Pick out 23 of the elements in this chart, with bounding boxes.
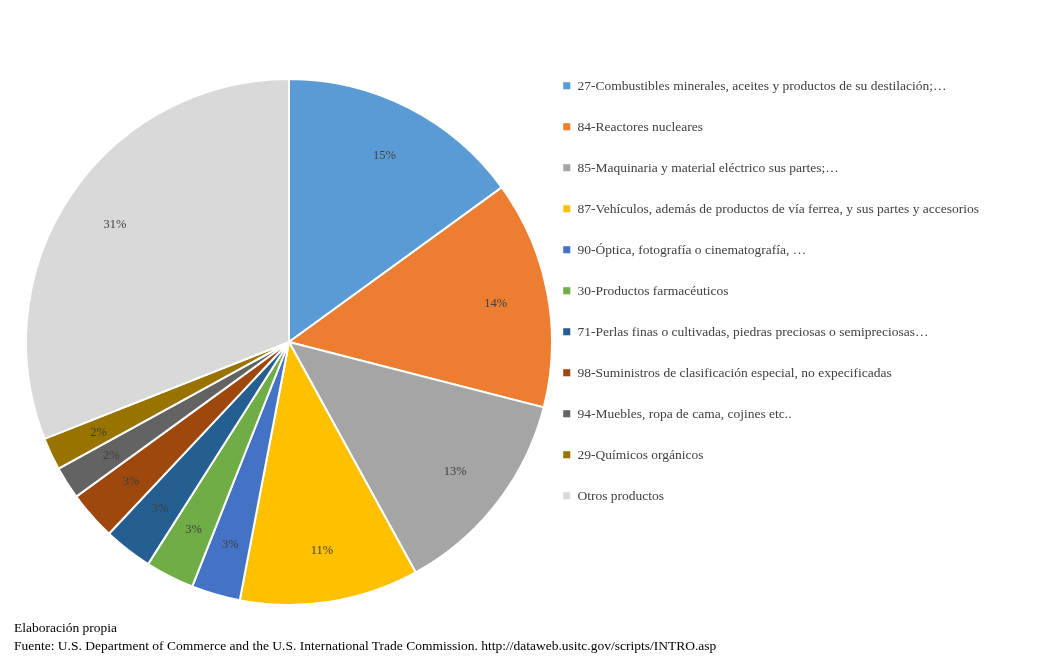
legend-label: 29-Químicos orgánicos: [577, 446, 704, 462]
legend-label: 84-Reactores nucleares: [577, 118, 704, 134]
legend-label: 98-Suministros de clasificación especial, no expecificadas: [577, 364, 892, 380]
data-label: 15%: [373, 147, 396, 162]
legend-label: 30-Productos farmacéuticos: [577, 282, 729, 298]
legend-label: Otros productos: [577, 487, 665, 503]
data-label: 2%: [90, 424, 107, 439]
legend-label: 90-Óptica, fotografía o cinematografía, …: [577, 241, 807, 257]
data-label: 3%: [185, 522, 202, 537]
source-note: Fuente: U.S. Department of Commerce and the U.S. International Trade Commission. http://dataweb.usitc.gov/scripts/INTRO.asp: [14, 638, 717, 653]
data-label: 3%: [122, 474, 140, 489]
legend-label: 27-Combustibles minerales, aceites y productos de su destilación;…: [577, 77, 947, 93]
data-label: 14%: [484, 295, 508, 310]
data-label: 3%: [221, 537, 239, 552]
legend-label: 85-Maquinaria y material eléctrico sus partes;…: [577, 159, 839, 175]
legend-label: 71-Perlas finas o cultivadas, piedras preciosas o semipreciosas…: [577, 323, 929, 339]
data-label: 3%: [151, 501, 169, 516]
text: Elaboración propia: [14, 620, 118, 635]
data-label: 31%: [103, 216, 127, 231]
data-label: 13%: [443, 463, 467, 478]
data-label: 11%: [310, 542, 334, 557]
legend-label: 87-Vehículos, además de productos de vía ferrea, y sus partes y accesorios: [577, 200, 979, 216]
legend-label: 94-Muebles, ropa de cama, cojines etc..: [577, 405, 792, 421]
